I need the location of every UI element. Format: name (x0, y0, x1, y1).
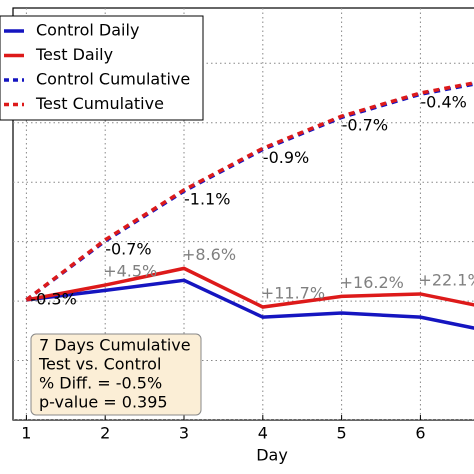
summary-line: Test vs. Control (38, 355, 161, 374)
line-series (26, 278, 474, 330)
cumulative-diff-label: -1.1% (184, 189, 230, 208)
daily-diff-label: +11.7% (261, 284, 325, 303)
cumulative-diff-label: -0.7% (105, 239, 151, 258)
daily-diff-label: +4.5% (103, 262, 157, 281)
legend-label: Control Cumulative (36, 70, 190, 89)
legend-box (0, 15, 204, 121)
x-tick-label: 6 (415, 424, 425, 443)
summary-frame (30, 333, 202, 416)
daily-diff-label: +22.1% (418, 270, 474, 289)
daily-diff-label: +8.6% (182, 245, 236, 264)
line-series (26, 266, 474, 309)
legend-label: Test Cumulative (35, 94, 164, 113)
cumulative-diff-label: -0.9% (263, 148, 309, 167)
summary-line: p-value = 0.395 (39, 393, 168, 412)
legend-label: Test Daily (35, 45, 113, 64)
cumulative-diff-label: -0.3% (30, 289, 76, 308)
x-tick-label: 1 (21, 424, 31, 443)
legend: Control Daily Test Daily Control Cumulativ… (0, 15, 204, 121)
x-tick-label: 3 (179, 424, 189, 443)
cumulative-diff-label: -0.7% (342, 116, 388, 135)
x-tick-label: 4 (258, 424, 268, 443)
x-tick-label: 2 (100, 424, 110, 443)
summary-line: % Diff. = -0.5% (39, 374, 162, 393)
line-series (25, 81, 474, 302)
cumulative-diff-label: -0.4% (420, 93, 466, 112)
legend-label: Control Daily (36, 21, 139, 40)
daily-diff-label: +16.2% (340, 273, 404, 292)
x-tick-label: 5 (337, 424, 347, 443)
summary-line: 7 Days Cumulative (39, 336, 191, 355)
x-axis-label: Day (256, 446, 288, 465)
